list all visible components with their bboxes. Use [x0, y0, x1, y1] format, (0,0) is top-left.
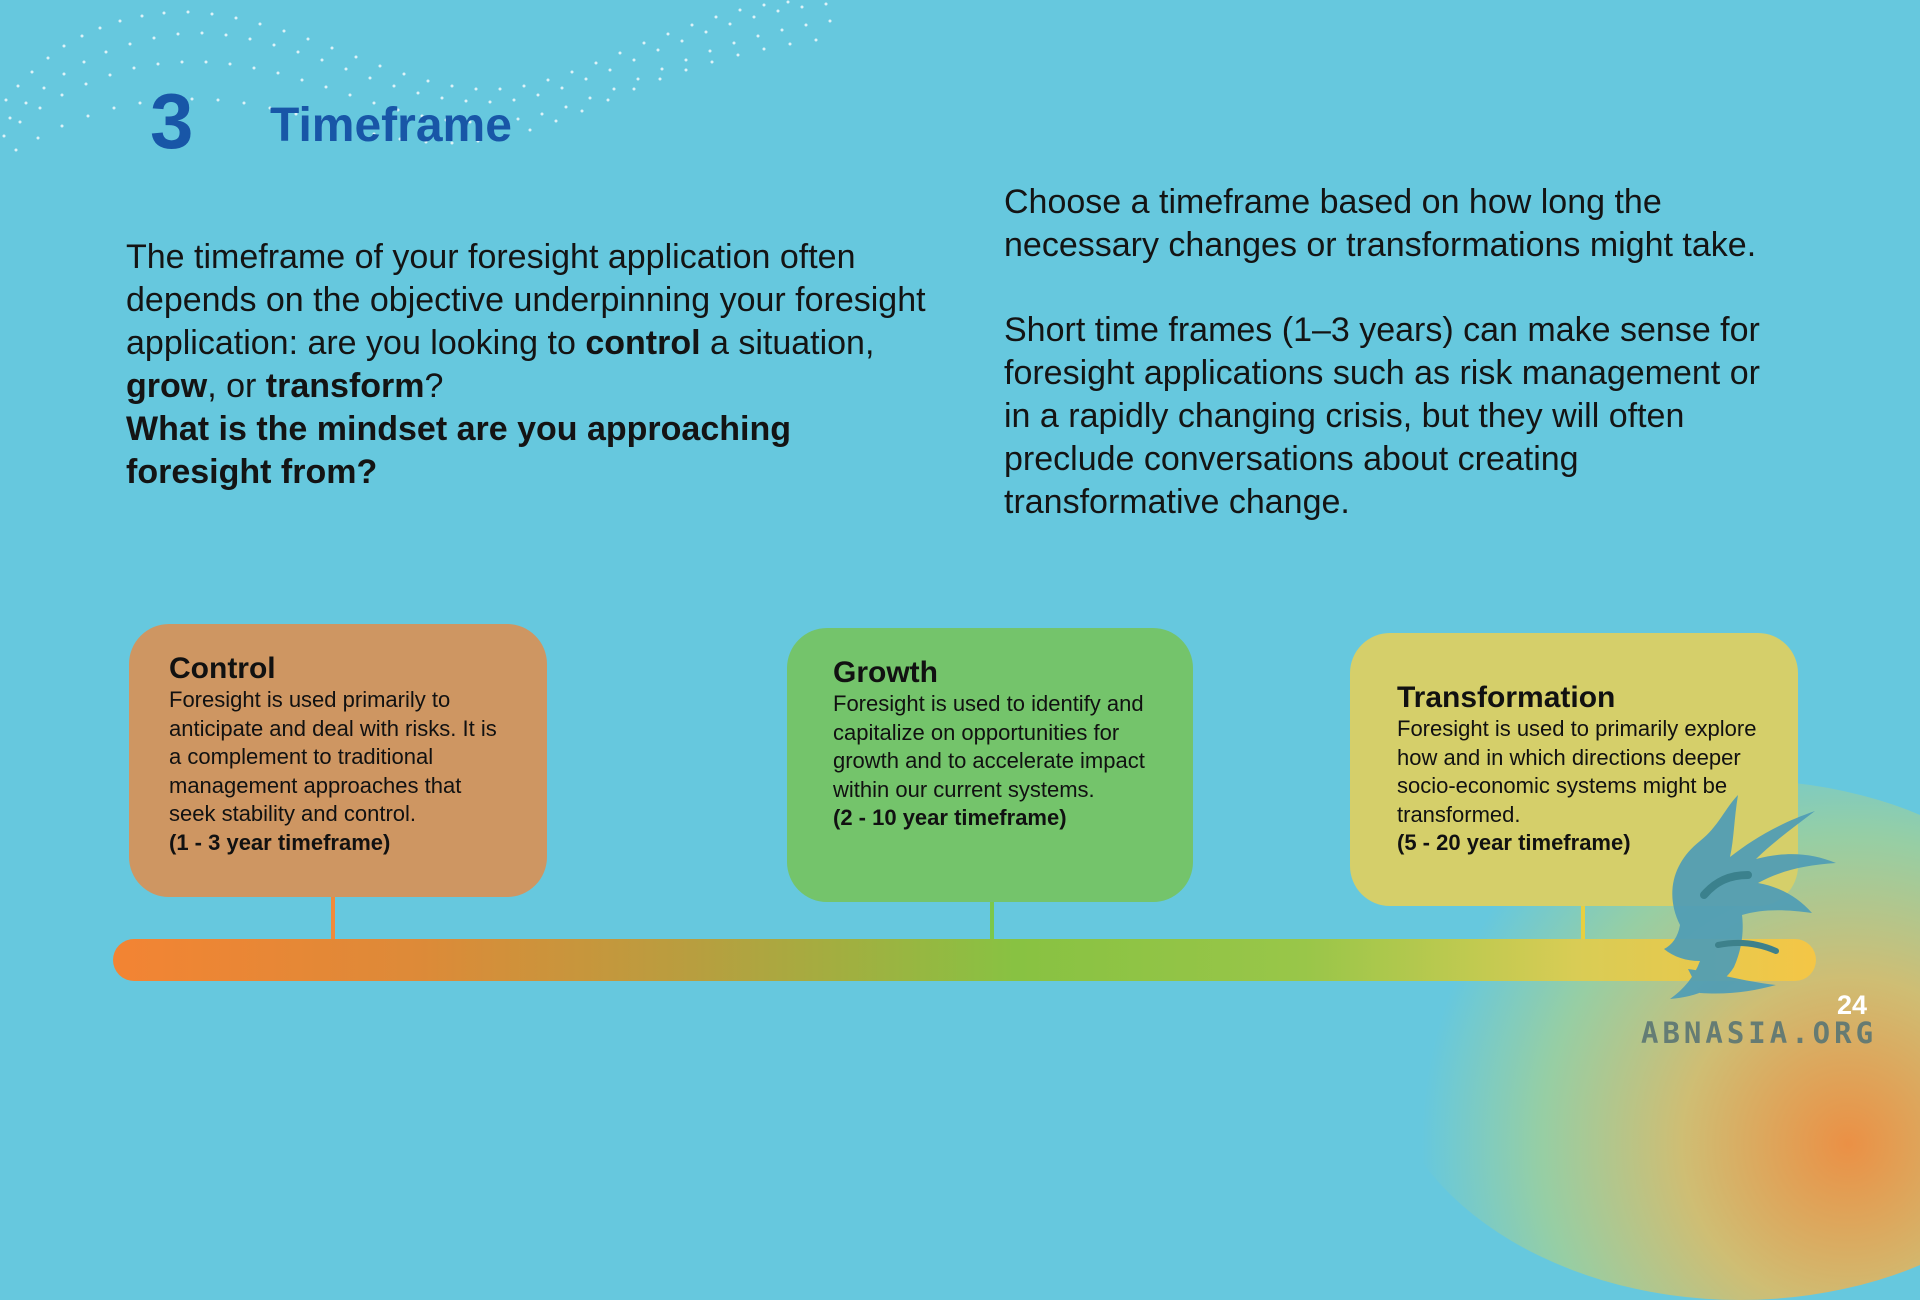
growth-card-title: Growth: [833, 656, 938, 689]
control-connector: [331, 897, 335, 941]
control-card: Control Foresight is used primarily to a…: [129, 624, 547, 897]
guidance-paragraph-2: Short time frames (1–3 years) can make s…: [1004, 311, 1760, 521]
griffin-icon: [1664, 795, 1836, 999]
grow-keyword: grow: [126, 367, 208, 405]
intro-paragraph: The timeframe of your foresight applicat…: [126, 236, 926, 408]
dotted-wave-icon: [2, 0, 832, 152]
intro-text-comma: , or: [207, 367, 266, 405]
growth-card: Growth Foresight is used to identify and…: [787, 628, 1193, 902]
growth-card-description: Foresight is used to identify and capita…: [833, 691, 1145, 802]
growth-card-timeframe: (2 - 10 year timeframe): [833, 805, 1067, 830]
timeframe-guidance: Choose a timeframe based on how long the…: [1004, 181, 1764, 524]
intro-text-start: The timeframe of your foresight applicat…: [126, 238, 926, 362]
control-card-description: Foresight is used primarily to anticipat…: [169, 687, 497, 826]
intro-text-middle: a situation,: [700, 324, 875, 362]
transform-keyword: transform: [265, 367, 425, 405]
watermark-text: ABNASIA.ORG: [1641, 1016, 1878, 1050]
transformation-connector: [1581, 906, 1585, 941]
intro-copy: The timeframe of your foresight applicat…: [126, 236, 926, 494]
transformation-card-title: Transformation: [1397, 681, 1616, 714]
transformation-card: Transformation Foresight is used to prim…: [1350, 633, 1798, 906]
section-title: Timeframe: [270, 99, 512, 152]
mindset-question: What is the mindset are you approaching …: [126, 410, 791, 491]
growth-connector: [990, 902, 994, 941]
intro-question-mark: ?: [424, 367, 444, 405]
control-card-title: Control: [169, 652, 276, 685]
transformation-card-description: Foresight is used to primarily explore h…: [1397, 716, 1757, 827]
control-keyword: control: [585, 324, 701, 362]
timeline-bar: [113, 939, 1816, 981]
control-card-timeframe: (1 - 3 year timeframe): [169, 829, 391, 855]
transformation-card-timeframe: (5 - 20 year timeframe): [1397, 830, 1631, 855]
section-number: 3: [150, 77, 194, 165]
guidance-paragraph-1: Choose a timeframe based on how long the…: [1004, 183, 1757, 264]
page-number: 24: [1836, 990, 1867, 1020]
